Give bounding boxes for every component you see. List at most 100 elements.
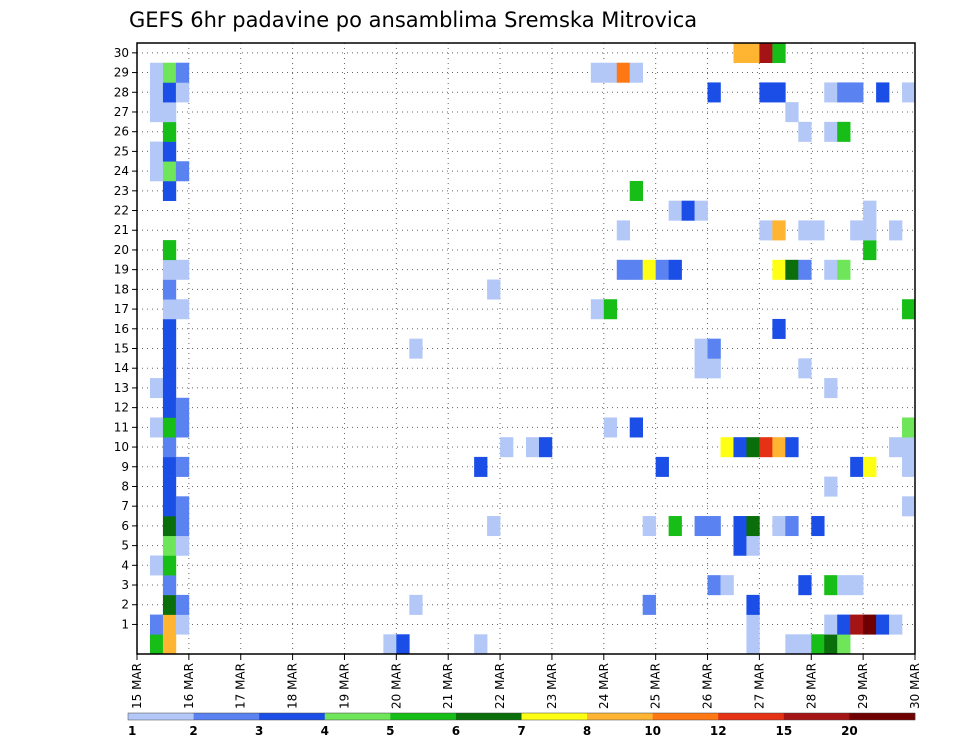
heatmap-cell (746, 634, 760, 655)
heatmap-cell (772, 516, 786, 537)
heatmap-cell (824, 614, 838, 635)
heatmap-cell (850, 614, 864, 635)
legend-label: 3 (255, 724, 263, 738)
heatmap-cell (162, 575, 177, 596)
heatmap-cell (409, 338, 423, 359)
heatmap-cell (798, 220, 812, 241)
heatmap-cell (149, 555, 164, 576)
heatmap-cell (694, 338, 708, 359)
y-tick-label: 30 (114, 46, 129, 60)
heatmap-cell (668, 259, 682, 280)
legend-label: 5 (386, 724, 394, 738)
heatmap-cell (837, 82, 851, 103)
heatmap-cell (162, 496, 177, 517)
heatmap-cell (149, 634, 164, 655)
y-tick-label: 23 (114, 184, 129, 198)
legend-label: 4 (321, 724, 329, 738)
heatmap-cell (655, 259, 669, 280)
heatmap-cell (850, 220, 864, 241)
heatmap-cell (590, 62, 605, 83)
heatmap-cell (162, 358, 177, 379)
heatmap-cell (785, 634, 799, 655)
heatmap-cell (889, 437, 903, 458)
heatmap-cell (785, 516, 799, 537)
legend-swatch (783, 713, 850, 720)
heatmap-cell (162, 141, 177, 162)
heatmap-cell (811, 516, 825, 537)
heatmap-cell (850, 575, 864, 596)
heatmap-cell (603, 62, 618, 83)
x-tick-label: 27 MAR (752, 663, 766, 709)
heatmap-cell (162, 82, 177, 103)
heatmap-cell (538, 437, 553, 458)
heatmap-cell (902, 82, 916, 103)
heatmap-cell (642, 259, 656, 280)
heatmap-cell (837, 259, 851, 280)
x-tick-label: 24 MAR (597, 663, 611, 709)
heatmap-cell (772, 259, 786, 280)
heatmap-cell (162, 62, 177, 83)
y-tick-label: 13 (114, 381, 129, 395)
y-tick-label: 26 (114, 125, 129, 139)
legend-label: 1 (128, 724, 136, 738)
y-tick-label: 18 (114, 282, 129, 296)
heatmap-cell (162, 516, 177, 537)
heatmap-cell (876, 82, 890, 103)
heatmap-cell (629, 259, 643, 280)
heatmap-cell (162, 456, 177, 477)
heatmap-cell (642, 594, 656, 615)
y-tick-label: 2 (121, 598, 129, 612)
heatmap-cell (162, 476, 177, 497)
heatmap-cell (162, 614, 177, 635)
y-tick-label: 28 (114, 85, 129, 99)
chart-title: GEFS 6hr padavine po ansamblima Sremska … (129, 8, 697, 32)
heatmap-cell (720, 437, 734, 458)
heatmap-cell (824, 378, 838, 399)
x-tick-label: 30 MAR (908, 663, 922, 709)
heatmap-cell (772, 220, 786, 241)
heatmap-cell (850, 456, 864, 477)
y-tick-label: 7 (121, 499, 129, 513)
heatmap-cell (487, 516, 501, 537)
heatmap-cell (149, 417, 164, 438)
heatmap-cell (175, 594, 190, 615)
heatmap-cell (149, 614, 164, 635)
y-tick-label: 20 (114, 243, 129, 257)
heatmap-cell (746, 535, 760, 556)
legend-label: 12 (710, 724, 727, 738)
heatmap-cell (162, 299, 177, 320)
heatmap-cell (837, 121, 851, 142)
heatmap-cell (175, 614, 190, 635)
heatmap-cell (707, 575, 721, 596)
heatmap-cell (149, 141, 164, 162)
legend-label: 20 (841, 724, 858, 738)
heatmap-cell (162, 634, 177, 655)
x-tick-label: 22 MAR (493, 663, 507, 709)
heatmap-cell (902, 456, 916, 477)
heatmap-cell (759, 437, 773, 458)
heatmap-cell (811, 220, 825, 241)
grid-lines (137, 43, 915, 654)
heatmap-cell (863, 456, 877, 477)
x-tick-label: 16 MAR (182, 663, 196, 709)
heatmap-cell (175, 496, 190, 517)
heatmap-cell (396, 634, 410, 655)
x-tick-label: 21 MAR (441, 663, 455, 709)
heatmap-cell (162, 279, 177, 300)
legend-swatch (587, 713, 653, 720)
heatmap-cell (746, 516, 760, 537)
y-tick-label: 1 (121, 617, 129, 631)
heatmap-cell (616, 62, 631, 83)
heatmap-cell (162, 594, 177, 615)
heatmap-cell (746, 594, 760, 615)
heatmap-cell (798, 634, 812, 655)
heatmap-cell (175, 82, 190, 103)
heatmap-cell (837, 634, 851, 655)
legend-swatch (324, 713, 391, 720)
heatmap-cell (175, 456, 190, 477)
heatmap-cell (798, 575, 812, 596)
x-tick-label: 25 MAR (649, 663, 663, 709)
heatmap-cell (603, 417, 618, 438)
heatmap-cell (162, 240, 177, 261)
y-tick-label: 22 (114, 204, 129, 218)
